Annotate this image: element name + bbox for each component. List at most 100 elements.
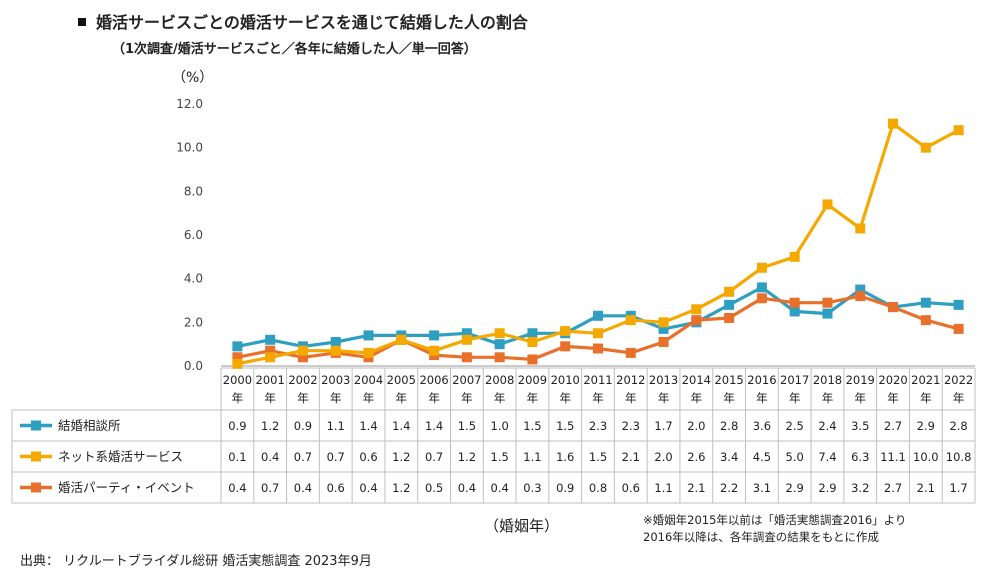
x-tick-year-suffix: 年 bbox=[887, 391, 899, 405]
data-point-marker bbox=[527, 328, 538, 339]
data-table-cell: 1.1 bbox=[654, 481, 672, 495]
x-tick-year-suffix: 年 bbox=[723, 391, 735, 405]
data-table-cell: 2.3 bbox=[622, 419, 640, 433]
data-table-cell: 0.9 bbox=[228, 419, 246, 433]
data-point-marker bbox=[429, 330, 440, 341]
y-tick-label: 12.0 bbox=[176, 97, 203, 111]
data-table-cell: 2.4 bbox=[818, 419, 836, 433]
data-point-marker bbox=[265, 345, 276, 356]
data-point-marker bbox=[756, 282, 767, 293]
data-table-cell: 2.8 bbox=[949, 419, 967, 433]
x-tick-label: 2020 bbox=[878, 373, 907, 387]
data-point-marker bbox=[560, 341, 571, 352]
data-table-cell: 6.3 bbox=[851, 450, 869, 464]
data-point-marker bbox=[593, 343, 603, 354]
x-tick-year-suffix: 年 bbox=[592, 391, 604, 405]
data-point-marker bbox=[691, 304, 702, 315]
data-point-marker bbox=[855, 291, 866, 302]
data-point-marker bbox=[396, 334, 407, 345]
x-tick-year-suffix: 年 bbox=[264, 391, 276, 405]
data-table-cell: 2.9 bbox=[818, 481, 836, 495]
data-point-marker bbox=[265, 352, 276, 363]
data-table-cell: 0.8 bbox=[589, 481, 607, 495]
footnote-line-1: ※婚姻年2015年以前は「婚活実態調査2016」より bbox=[643, 513, 907, 527]
data-point-marker bbox=[593, 328, 603, 339]
data-table-cell: 2.7 bbox=[884, 481, 902, 495]
x-tick-year-suffix: 年 bbox=[396, 391, 408, 405]
x-tick-label: 2008 bbox=[485, 373, 514, 387]
data-table-cell: 3.2 bbox=[851, 481, 869, 495]
x-tick-year-suffix: 年 bbox=[297, 391, 309, 405]
data-point-marker bbox=[330, 345, 341, 356]
data-point-marker bbox=[363, 330, 374, 341]
chart-title-text: 婚活サービスごとの婚活サービスを通じて結婚した人の割合 bbox=[96, 13, 528, 32]
data-table-cell: 0.9 bbox=[556, 481, 574, 495]
x-tick-label: 2013 bbox=[649, 373, 678, 387]
data-point-marker bbox=[232, 341, 243, 352]
data-table-cell: 0.7 bbox=[425, 450, 443, 464]
data-table-cell: 1.0 bbox=[491, 419, 509, 433]
data-table-cell: 0.1 bbox=[228, 450, 246, 464]
data-point-marker bbox=[724, 312, 735, 323]
x-tick-label: 2022 bbox=[944, 373, 973, 387]
x-tick-label: 2012 bbox=[616, 373, 645, 387]
data-table-cell: 1.5 bbox=[458, 419, 476, 433]
x-tick-label: 2019 bbox=[846, 373, 875, 387]
x-tick-year-suffix: 年 bbox=[494, 391, 506, 405]
data-point-marker bbox=[297, 345, 308, 356]
y-tick-label: 4.0 bbox=[184, 272, 203, 286]
x-tick-label: 2004 bbox=[354, 373, 383, 387]
legend-label: 結婚相談所 bbox=[58, 418, 121, 433]
x-tick-label: 2015 bbox=[714, 373, 743, 387]
data-point-marker bbox=[625, 347, 636, 358]
data-point-marker bbox=[756, 293, 767, 304]
chart-title: 婚活サービスごとの婚活サービスを通じて結婚した人の割合 bbox=[78, 9, 528, 33]
y-tick-label: 10.0 bbox=[176, 141, 203, 155]
data-table-cell: 2.9 bbox=[786, 481, 804, 495]
data-table-cell: 2.8 bbox=[720, 419, 738, 433]
x-tick-year-suffix: 年 bbox=[756, 391, 768, 405]
data-table-cell: 0.6 bbox=[359, 450, 377, 464]
x-tick-label: 2009 bbox=[518, 373, 547, 387]
data-table-cell: 2.0 bbox=[687, 419, 705, 433]
x-tick-label: 2010 bbox=[551, 373, 580, 387]
data-table-cell: 10.0 bbox=[913, 450, 939, 464]
data-point-marker bbox=[232, 352, 243, 363]
data-point-marker bbox=[953, 125, 964, 136]
data-point-marker bbox=[461, 352, 472, 363]
x-tick-year-suffix: 年 bbox=[822, 391, 834, 405]
x-tick-label: 2005 bbox=[387, 373, 416, 387]
x-tick-year-suffix: 年 bbox=[461, 391, 473, 405]
data-table-cell: 1.2 bbox=[392, 450, 410, 464]
data-point-marker bbox=[297, 352, 308, 363]
data-table-cell: 0.6 bbox=[622, 481, 640, 495]
x-tick-year-suffix: 年 bbox=[559, 391, 571, 405]
x-tick-year-suffix: 年 bbox=[691, 391, 703, 405]
data-table-cell: 2.9 bbox=[917, 419, 935, 433]
data-point-marker bbox=[691, 315, 702, 326]
data-table-cell: 1.4 bbox=[359, 419, 377, 433]
data-point-marker bbox=[363, 347, 374, 358]
data-point-marker bbox=[789, 306, 800, 317]
data-point-marker bbox=[888, 302, 899, 313]
data-point-marker bbox=[429, 345, 440, 356]
data-point-marker bbox=[822, 199, 833, 210]
data-table-cell: 0.7 bbox=[327, 450, 345, 464]
legend-label: ネット系婚活サービス bbox=[58, 449, 183, 464]
data-point-marker bbox=[953, 299, 964, 310]
data-table-cell: 3.6 bbox=[753, 419, 771, 433]
data-table-cell: 10.8 bbox=[946, 450, 972, 464]
chart-subtitle: （1次調査/婚活サービスごと／各年に結婚した人／単一回答） bbox=[112, 42, 477, 57]
x-tick-label: 2018 bbox=[813, 373, 842, 387]
data-point-marker bbox=[822, 308, 833, 319]
x-tick-year-suffix: 年 bbox=[363, 391, 375, 405]
data-point-marker bbox=[658, 336, 669, 347]
data-point-marker bbox=[756, 262, 767, 273]
y-tick-label: 2.0 bbox=[184, 315, 203, 329]
data-table-cell: 0.9 bbox=[294, 419, 312, 433]
data-point-marker bbox=[888, 118, 899, 129]
legend-marker bbox=[31, 482, 41, 493]
data-point-marker bbox=[593, 310, 603, 321]
x-tick-label: 2007 bbox=[452, 373, 481, 387]
data-table-cell: 1.5 bbox=[556, 419, 574, 433]
